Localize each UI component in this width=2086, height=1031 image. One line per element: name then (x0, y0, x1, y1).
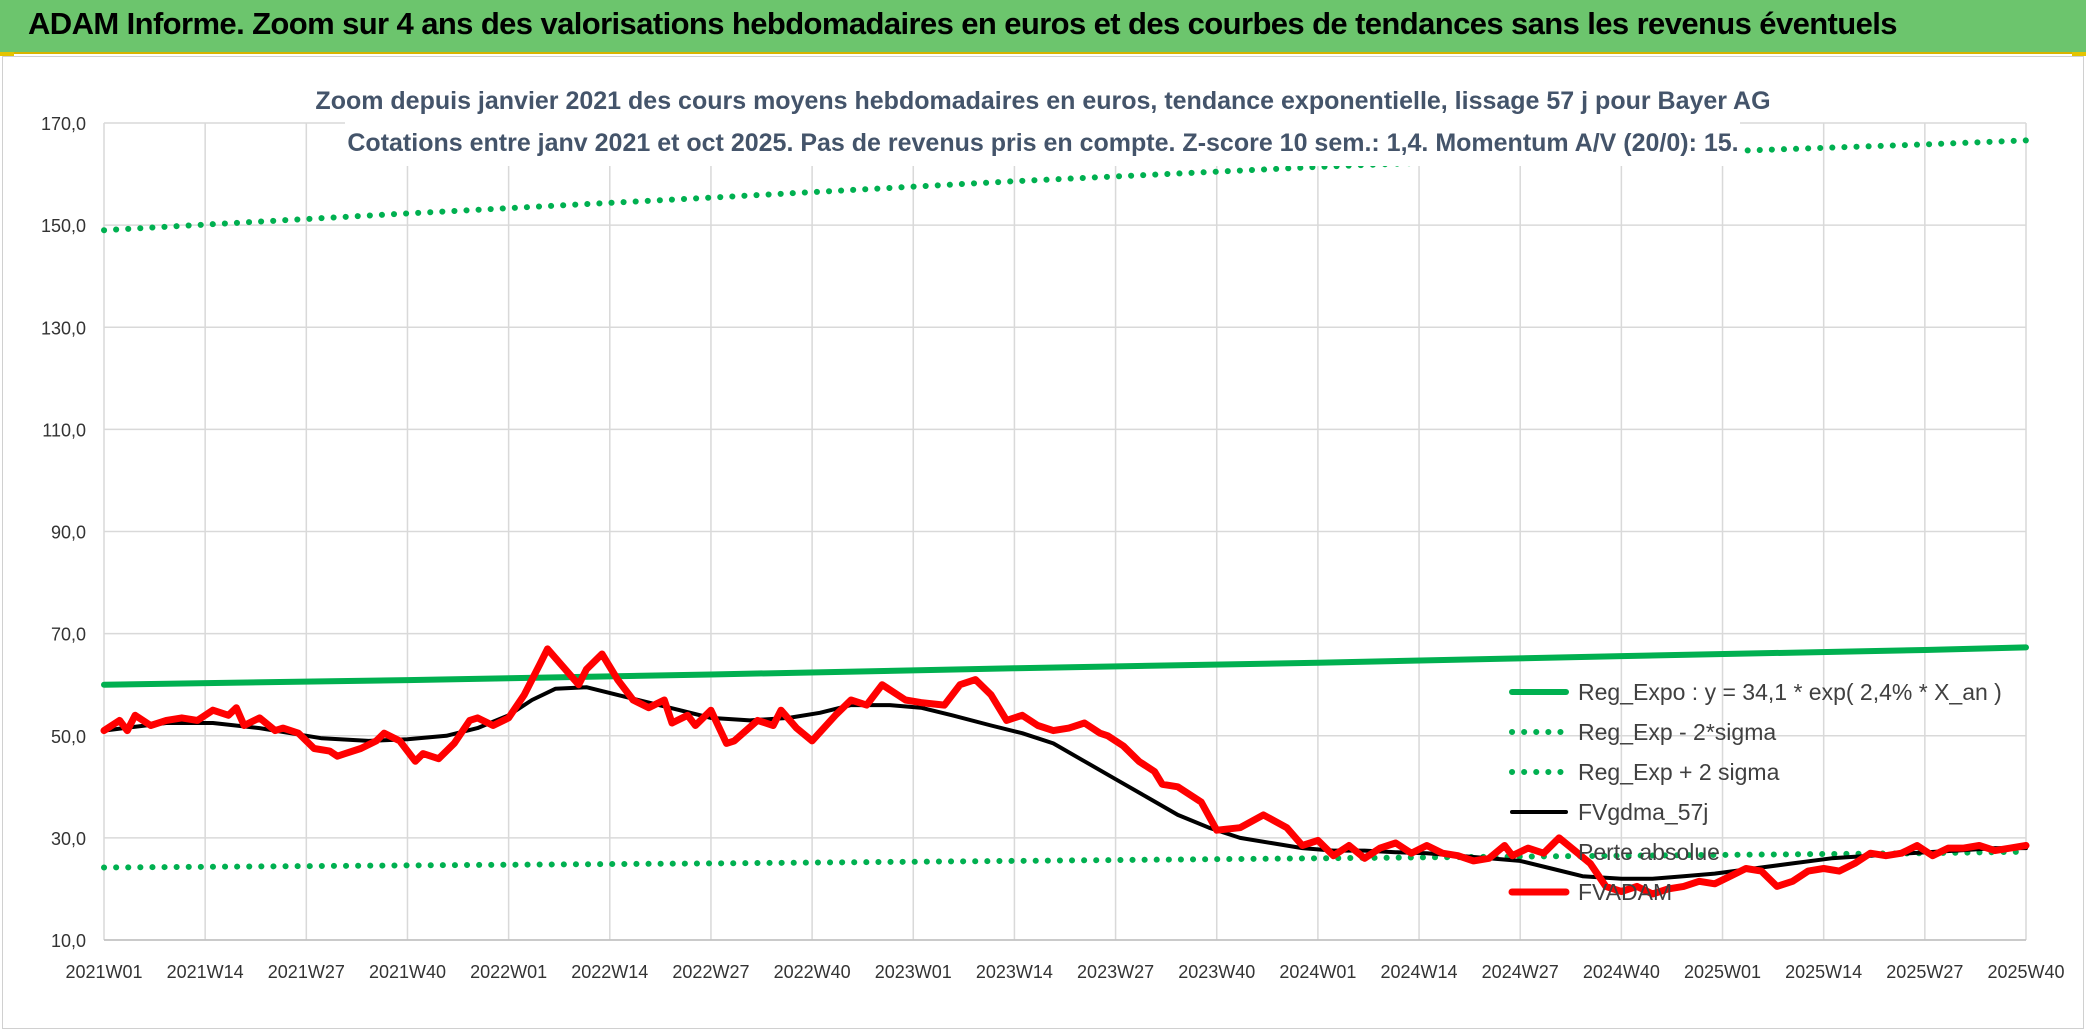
x-tick-label: 2022W27 (672, 962, 749, 982)
x-tick-label: 2024W27 (1482, 962, 1559, 982)
x-tick-label: 2022W40 (774, 962, 851, 982)
chart-frame (2, 56, 2084, 1029)
series-layer (100, 137, 2030, 898)
y-tick-label: 90,0 (51, 523, 86, 543)
y-axis: 10,0 30,0 50,0 70,0 90,0 110,0 130,0 150,0 170,0 (41, 114, 86, 951)
legend-label-4: Perte absolue (1578, 839, 1720, 865)
x-tick-label: 2025W01 (1684, 962, 1761, 982)
legend: Reg_Expo : y = 34,1 * exp( 2,4% * X_an )… (1508, 679, 2002, 905)
x-tick-label: 2025W27 (1886, 962, 1963, 982)
x-tick-label: 2021W01 (65, 962, 142, 982)
x-tick-label: 2024W14 (1381, 962, 1458, 982)
x-tick-label: 2023W01 (875, 962, 952, 982)
series-line-0 (101, 644, 2029, 688)
y-tick-label: 150,0 (41, 216, 86, 236)
y-tick-label: 50,0 (51, 727, 86, 747)
x-tick-label: 2023W14 (976, 962, 1053, 982)
series-line-1 (101, 848, 2029, 871)
x-tick-label: 2023W27 (1077, 962, 1154, 982)
x-tick-label: 2021W40 (369, 962, 446, 982)
x-tick-label: 2021W27 (268, 962, 345, 982)
x-tick-label: 2025W14 (1785, 962, 1862, 982)
x-tick-label: 2022W01 (470, 962, 547, 982)
y-tick-label: 10,0 (51, 931, 86, 951)
banner-accent-right (2072, 52, 2086, 56)
y-tick-label: 70,0 (51, 625, 86, 645)
x-tick-label: 2025W40 (1987, 962, 2064, 982)
report-banner-title: ADAM Informe. Zoom sur 4 ans des valoris… (28, 6, 1898, 41)
y-tick-label: 30,0 (51, 829, 86, 849)
y-tick-label: 170,0 (41, 114, 86, 134)
x-tick-label: 2022W14 (571, 962, 648, 982)
y-tick-label: 110,0 (42, 420, 86, 440)
x-tick-label: 2024W01 (1279, 962, 1356, 982)
legend-label-1: Reg_Exp - 2*sigma (1578, 719, 1776, 745)
report-banner: ADAM Informe. Zoom sur 4 ans des valoris… (0, 0, 2086, 54)
series-line-2 (101, 137, 2029, 234)
series-line-5 (100, 645, 2030, 898)
chart-subtitle: Cotations entre janv 2021 et oct 2025. P… (347, 129, 1738, 157)
x-axis: 2021W01 2021W14 2021W27 2021W40 2022W01 2022W… (65, 939, 2065, 982)
chart-title: Zoom depuis janvier 2021 des cours moyen… (315, 87, 1770, 115)
legend-label-3: FVgdma_57j (1578, 799, 1708, 825)
banner-accent-left (0, 52, 14, 56)
grid-lines (103, 122, 2027, 941)
x-tick-label: 2023W40 (1178, 962, 1255, 982)
legend-label-2: Reg_Exp + 2 sigma (1578, 759, 1780, 785)
x-tick-label: 2024W40 (1583, 962, 1660, 982)
y-tick-label: 130,0 (41, 318, 86, 338)
legend-label-5: FVADAM (1578, 879, 1672, 905)
legend-label-0: Reg_Expo : y = 34,1 * exp( 2,4% * X_an ) (1578, 679, 2002, 705)
x-tick-label: 2021W14 (167, 962, 244, 982)
title-backdrop (345, 76, 1740, 166)
